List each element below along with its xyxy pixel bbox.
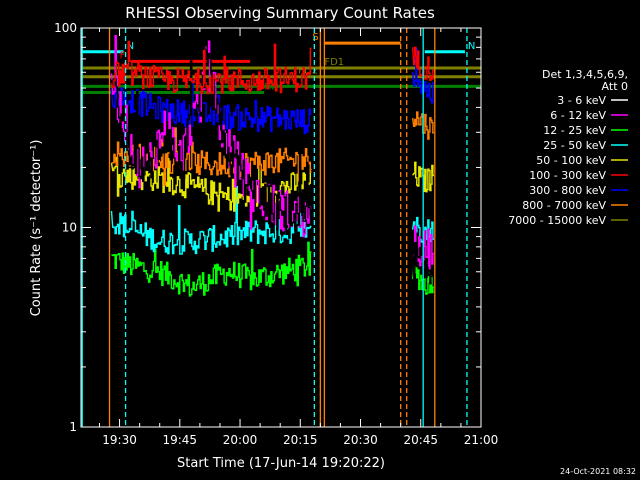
series-100-300-kev xyxy=(110,40,434,95)
legend-entry-7000-15000-kev: 7000 - 15000 keV xyxy=(508,214,606,227)
y-tick-label-10: 10 xyxy=(62,221,77,235)
x-tick-label-21-00: 21:00 xyxy=(464,433,499,447)
series-layer xyxy=(110,27,434,297)
series-line-3-6-kev-1 xyxy=(412,242,434,285)
series-line-800-7000-kev-1 xyxy=(412,111,434,140)
legend-entry-100-300-kev: 100 - 300 keV xyxy=(529,169,606,182)
x-tick-label-19-30: 19:30 xyxy=(102,433,137,447)
x-tick-label-19-45: 19:45 xyxy=(162,433,197,447)
x-tick-label-20-30: 20:30 xyxy=(343,433,378,447)
flag-s-3: S xyxy=(312,32,401,45)
timestamp: 24-Oct-2021 08:32 xyxy=(560,467,636,476)
series-line-12-25-kev-1 xyxy=(412,265,434,295)
series-3-6-kev xyxy=(110,27,434,285)
y-tick-label-100: 100 xyxy=(54,21,77,35)
legend-entry-6-12-kev: 6 - 12 keV xyxy=(550,109,606,122)
series-line-50-100-kev-1 xyxy=(412,161,434,193)
x-tick-label-20-15: 20:15 xyxy=(283,433,318,447)
legend-entry-3-6-kev: 3 - 6 keV xyxy=(557,94,606,107)
flag-label: F xyxy=(120,50,126,61)
flag-f-2: F xyxy=(120,50,251,63)
legend-entry-25-50-kev: 25 - 50 keV xyxy=(543,139,606,152)
flag-label: RD xyxy=(264,81,279,92)
y-axis-label: Count Rate (s⁻¹ detector⁻¹) xyxy=(29,140,44,317)
legend-entry-300-800-kev: 300 - 800 keV xyxy=(529,184,606,197)
legend-header-1: Att 0 xyxy=(602,80,628,93)
flag-label: N xyxy=(127,41,134,52)
flag-n-1: N xyxy=(424,41,475,54)
legend: Det 1,3,4,5,6,9,Att 03 - 6 keV 6 - 12 keV… xyxy=(508,68,628,227)
legend-header-0: Det 1,3,4,5,6,9, xyxy=(542,68,628,81)
series-12-25-kev xyxy=(111,241,434,297)
legend-entry-12-25-kev: 12 - 25 keV xyxy=(543,124,606,137)
flag-label: N xyxy=(468,41,475,52)
x-axis-label: Start Time (17-Jun-14 19:20:22) xyxy=(177,456,385,471)
series-line-100-300-kev-0 xyxy=(110,40,312,95)
flag-label: FD2 xyxy=(298,66,318,77)
chart-title: RHESSI Observing Summary Count Rates xyxy=(125,4,435,22)
series-line-100-300-kev-1 xyxy=(412,46,434,81)
flag-label: FD1 xyxy=(324,57,344,68)
series-line-300-800-kev-1 xyxy=(412,47,434,104)
legend-entry-800-7000-kev: 800 - 7000 keV xyxy=(522,199,606,212)
series-line-3-6-kev-0 xyxy=(110,27,312,239)
flag-label: S xyxy=(312,32,318,43)
axes: 19:30 19:45 20:00 20:15 20:30 20:45 21:00 1 10 10… xyxy=(54,21,498,447)
legend-entry-50-100-kev: 50 - 100 keV xyxy=(536,154,606,167)
event-lines xyxy=(81,28,468,427)
series-line-12-25-kev-0 xyxy=(111,241,312,297)
x-tick-label-20-45: 20:45 xyxy=(403,433,438,447)
y-tick-label-1: 1 xyxy=(69,420,77,434)
x-tick-label-20-00: 20:00 xyxy=(223,433,258,447)
